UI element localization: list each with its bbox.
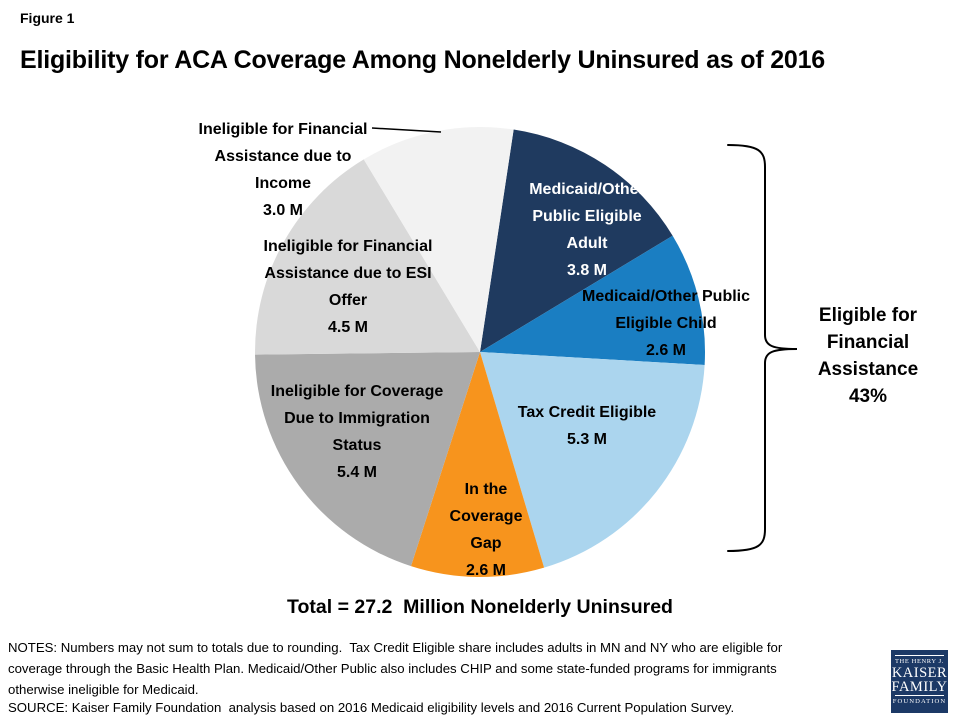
pie-slice [255, 352, 480, 567]
logo-foundation: FOUNDATION [892, 698, 947, 705]
notes-text: NOTES: Numbers may not sum to totals due… [8, 640, 783, 697]
total-label: Total = 27.2 Million Nonelderly Uninsure… [287, 596, 673, 618]
logo-henry-j: THE HENRY J. [894, 658, 945, 665]
kaiser-family-foundation-logo: THE HENRY J. KAISER FAMILY FOUNDATION [891, 650, 948, 713]
logo-kaiser: KAISER [891, 665, 948, 681]
pie-slice [480, 129, 673, 352]
page-title: Eligibility for ACA Coverage Among Nonel… [20, 46, 826, 74]
income-label-callout-line [371, 127, 442, 133]
pie-slice [410, 352, 545, 577]
eligible-for-financial-assistance-annotation: Eligible for Financial Assistance 43% [817, 305, 919, 407]
eligible-group-bracket [727, 144, 798, 552]
logo-top-rule [895, 655, 944, 656]
pie-slice [363, 126, 514, 352]
pie-slice [480, 235, 706, 365]
pie-slice [480, 352, 705, 568]
pie-slice [255, 159, 480, 355]
figure-label: Figure 1 [20, 10, 75, 26]
source-text: SOURCE: Kaiser Family Foundation analysi… [8, 700, 735, 715]
logo-family: FAMILY [891, 679, 948, 695]
logo-bottom-rule [895, 695, 944, 696]
pie-slices [255, 126, 706, 577]
